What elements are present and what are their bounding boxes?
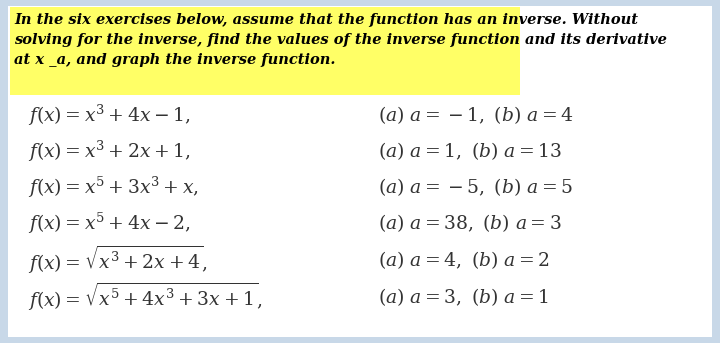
Text: In the six exercises below, assume that the function has an inverse. Without: In the six exercises below, assume that … <box>14 13 638 27</box>
Text: $(a)\ a = 1,\ (b)\ a = 13$: $(a)\ a = 1,\ (b)\ a = 13$ <box>378 140 562 162</box>
Text: at x _a, and graph the inverse function.: at x _a, and graph the inverse function. <box>14 53 336 67</box>
Text: $(a)\ a = 3,\ (b)\ a = 1$: $(a)\ a = 3,\ (b)\ a = 1$ <box>378 286 549 308</box>
Text: $(a)\ a = 38,\ (b)\ a = 3$: $(a)\ a = 38,\ (b)\ a = 3$ <box>378 212 562 234</box>
FancyBboxPatch shape <box>8 6 712 337</box>
Text: $f(x) = \sqrt{x^5 + 4x^3 + 3x + 1},$: $f(x) = \sqrt{x^5 + 4x^3 + 3x + 1},$ <box>28 281 263 313</box>
Text: $f(x) = x^3 + 2x + 1,$: $f(x) = x^3 + 2x + 1,$ <box>28 138 191 164</box>
Text: solving for the inverse, find the values of the inverse function and its derivat: solving for the inverse, find the values… <box>14 33 667 47</box>
Text: $(a)\ a = 4,\ (b)\ a = 2$: $(a)\ a = 4,\ (b)\ a = 2$ <box>378 249 550 271</box>
FancyBboxPatch shape <box>10 7 520 95</box>
Text: $(a)\ a = -1,\ (b)\ a = 4$: $(a)\ a = -1,\ (b)\ a = 4$ <box>378 104 574 126</box>
Text: $f(x) = x^3 + 4x - 1,$: $f(x) = x^3 + 4x - 1,$ <box>28 103 191 128</box>
Text: $f(x) = x^5 + 3x^3 + x,$: $f(x) = x^5 + 3x^3 + x,$ <box>28 174 199 200</box>
Text: $f(x) = x^5 + 4x - 2,$: $f(x) = x^5 + 4x - 2,$ <box>28 210 191 236</box>
Text: $f(x) = \sqrt{x^3 + 2x + 4},$: $f(x) = \sqrt{x^3 + 2x + 4},$ <box>28 244 207 276</box>
Text: $(a)\ a = -5,\ (b)\ a = 5$: $(a)\ a = -5,\ (b)\ a = 5$ <box>378 176 573 198</box>
